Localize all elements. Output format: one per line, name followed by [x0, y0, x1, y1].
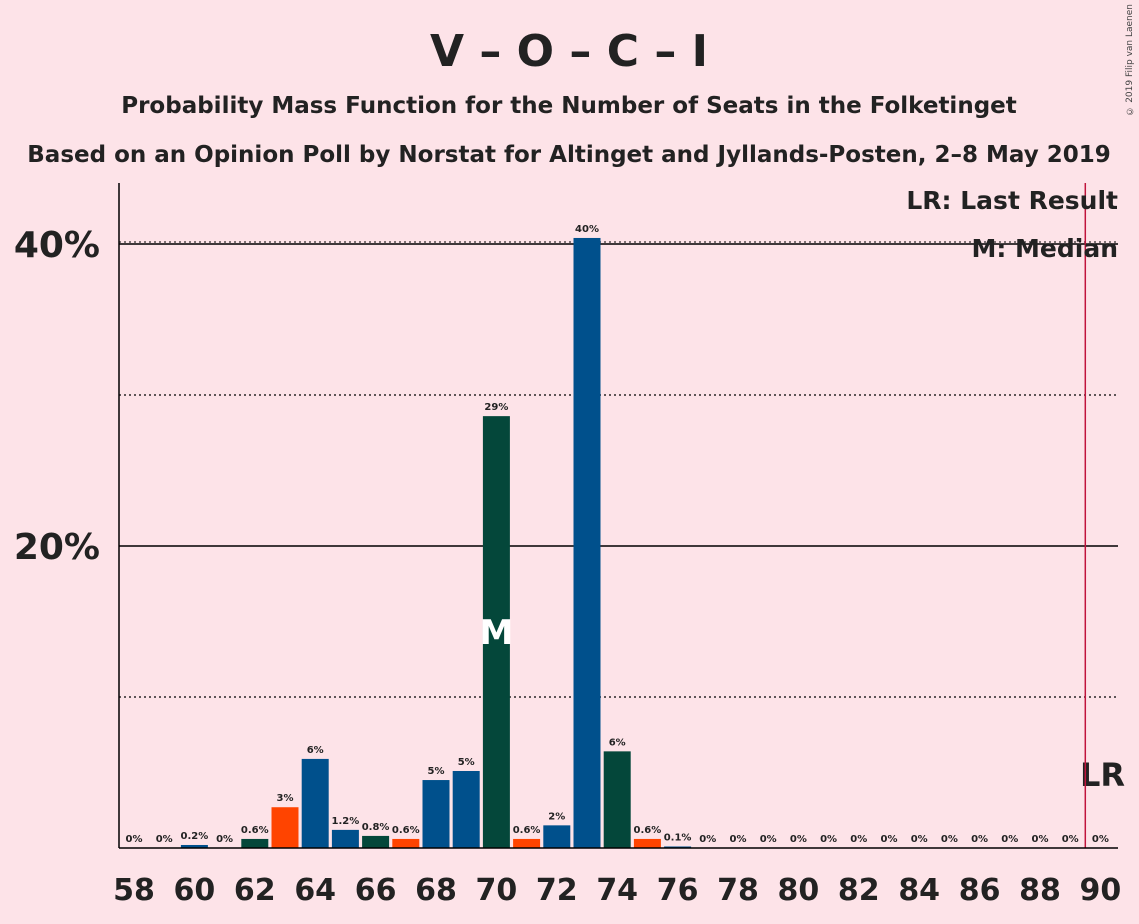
bar-label-85: 0%: [941, 834, 958, 845]
bar-label-74: 6%: [609, 737, 626, 748]
bar-label-62: 0.6%: [241, 825, 269, 836]
bar-label-66: 0.8%: [362, 822, 390, 833]
bar-label-79: 0%: [760, 834, 777, 845]
last-result-marker: LR: [1080, 756, 1125, 794]
bar-67: [392, 838, 420, 848]
bar-label-64: 6%: [307, 745, 324, 756]
chart-title: V – O – C – I: [430, 26, 708, 77]
bar-64: [301, 758, 329, 848]
y-tick-label-40: 40%: [14, 225, 100, 266]
bar-60: [180, 844, 208, 848]
bar-label-69: 5%: [458, 757, 475, 768]
bar-label-75: 0.6%: [634, 825, 662, 836]
legend-last-result: LR: Last Result: [906, 186, 1118, 215]
axes: 20% 40% 58 60 62 64 66 68 70 72 74 76 78 80 82 84 86 88 90: [14, 183, 1121, 908]
x-tick-label-64: 64: [294, 873, 336, 908]
bar-62: [241, 838, 269, 848]
median-marker: M: [479, 613, 513, 653]
bar-70: [482, 416, 510, 848]
chart-subtitle: Probability Mass Function for the Number…: [121, 93, 1017, 119]
x-tick-label-60: 60: [174, 873, 216, 908]
y-tick-label-20: 20%: [14, 527, 100, 568]
x-tick-label-62: 62: [234, 873, 276, 908]
bar-label-70: 29%: [484, 402, 508, 413]
bar-label-58: 0%: [126, 834, 143, 845]
x-tick-label-68: 68: [415, 873, 457, 908]
bar-label-84: 0%: [911, 834, 928, 845]
bar-75: [633, 838, 661, 848]
x-tick-label-70: 70: [476, 873, 518, 908]
copyright-note: © 2019 Filip van Laenen: [1125, 4, 1135, 116]
bar-label-77: 0%: [699, 834, 716, 845]
bar-69: [452, 770, 480, 848]
chart-subtitle-source: Based on an Opinion Poll by Norstat for …: [27, 142, 1110, 168]
bar-label-81: 0%: [820, 834, 837, 845]
bar-68: [422, 780, 450, 848]
data-labels: 0% 0% 0.2% 0%0.6%3%6%1.2%0.8% 0.6%5%5%29%0.6…: [126, 224, 1125, 845]
bar-label-83: 0%: [881, 834, 898, 845]
x-tick-label-90: 90: [1080, 873, 1122, 908]
x-tick-label-84: 84: [898, 873, 940, 908]
bar-73: [573, 237, 601, 848]
bar-label-73: 40%: [575, 224, 599, 235]
bar-76: [664, 846, 692, 848]
bar-label-87: 0%: [1001, 834, 1018, 845]
gridlines: [119, 241, 1118, 698]
bar-66: [362, 835, 390, 848]
bar-label-65: 1.2%: [332, 816, 360, 827]
x-tick-label-78: 78: [717, 873, 759, 908]
x-tick-label-76: 76: [657, 873, 699, 908]
bar-65: [331, 829, 359, 848]
x-tick-label-66: 66: [355, 873, 397, 908]
bar-label-67: 0.6%: [392, 825, 420, 836]
bar-63: [271, 807, 299, 848]
bar-74: [603, 751, 631, 848]
bars: [180, 237, 692, 848]
bar-label-61: 0%: [216, 834, 233, 845]
bar-label-60: 0.2%: [181, 831, 209, 842]
x-tick-label-58: 58: [113, 873, 155, 908]
x-tick-label-82: 82: [838, 873, 880, 908]
x-tick-label-72: 72: [536, 873, 578, 908]
bar-label-59: 0%: [156, 834, 173, 845]
bar-label-80: 0%: [790, 834, 807, 845]
bar-label-71: 0.6%: [513, 825, 541, 836]
legend-median: M: Median: [971, 234, 1118, 263]
x-tick-label-88: 88: [1019, 873, 1061, 908]
bar-label-90: 0%: [1092, 834, 1109, 845]
bar-label-78: 0%: [730, 834, 747, 845]
bar-label-72: 2%: [548, 811, 565, 822]
x-tick-label-74: 74: [596, 873, 638, 908]
bar-71: [513, 838, 541, 848]
bar-label-63: 3%: [277, 793, 294, 804]
bar-label-82: 0%: [850, 834, 867, 845]
bar-72: [543, 825, 571, 848]
bar-label-76: 0.1%: [664, 832, 692, 843]
x-tick-label-86: 86: [959, 873, 1001, 908]
bar-label-86: 0%: [971, 834, 988, 845]
bar-label-68: 5%: [428, 766, 445, 777]
bar-label-89: 0%: [1062, 834, 1079, 845]
bar-label-88: 0%: [1032, 834, 1049, 845]
x-tick-label-80: 80: [778, 873, 820, 908]
